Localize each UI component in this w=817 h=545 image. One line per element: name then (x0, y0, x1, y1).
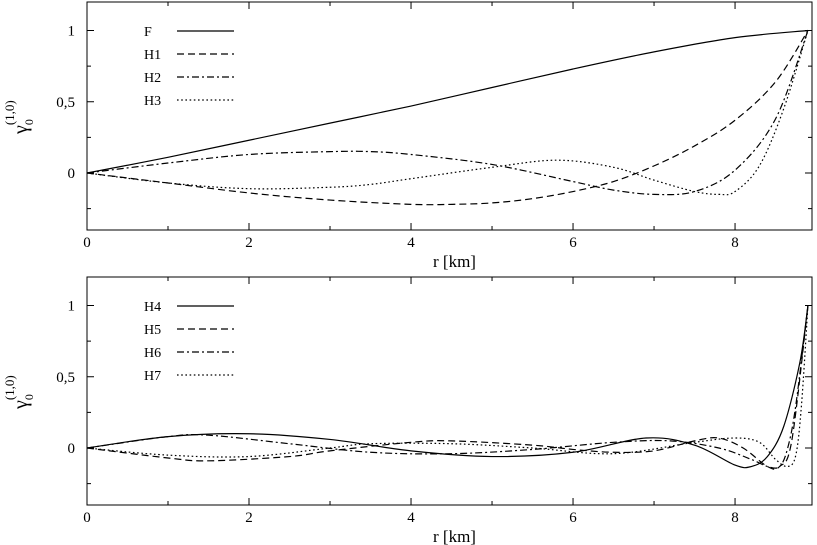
x-axis-label: r [km] (433, 527, 476, 545)
y-tick-label: 0,5 (56, 95, 75, 111)
legend-label-f: F (144, 25, 152, 40)
x-tick-label: 2 (245, 510, 253, 526)
x-tick-label: 6 (569, 510, 577, 526)
x-tick-label: 6 (569, 235, 577, 251)
series-line-f (86, 29, 809, 174)
x-tick-label: 8 (731, 235, 739, 251)
x-tick-label: 0 (83, 510, 91, 526)
legend-label-h2: H2 (144, 71, 161, 86)
series-line-h4 (86, 305, 809, 469)
y-tick-label: 1 (68, 299, 76, 315)
series-line-h7 (86, 305, 809, 468)
x-tick-label: 2 (245, 235, 253, 251)
series-line-h5 (86, 305, 809, 470)
x-tick-label: 4 (407, 510, 415, 526)
legend-label-h5: H5 (144, 323, 161, 338)
y-tick-label: 0 (68, 441, 76, 457)
legend-label-h6: H6 (144, 346, 161, 361)
y-tick-label: 0,5 (56, 370, 75, 386)
y-tick-label: 1 (68, 24, 76, 40)
legend-label-h4: H4 (144, 300, 161, 315)
top-panel: 0 2 4 6 8 0 0,5 1 r [km] γ0(1,0) F H1 H2 H3 (2, 1, 813, 271)
bottom-panel: 0 2 4 6 8 0 0,5 1 r [km] γ0(1,0) H4 H5 H6 H7 (2, 276, 813, 545)
series-line-h2 (86, 30, 809, 196)
x-tick-label: 8 (731, 510, 739, 526)
y-axis-label: γ0(1,0) (2, 100, 36, 135)
series-line-h6 (86, 305, 809, 469)
series-line-h1 (86, 30, 809, 206)
x-tick-label: 0 (83, 235, 91, 251)
y-axis-label: γ0(1,0) (2, 375, 36, 410)
legend-label-h1: H1 (144, 48, 161, 63)
x-axis-label: r [km] (433, 252, 476, 271)
plot-frame (86, 1, 813, 231)
legend-label-h3: H3 (144, 94, 161, 109)
x-tick-label: 4 (407, 235, 415, 251)
plot-frame (86, 276, 813, 506)
y-tick-label: 0 (68, 166, 76, 182)
legend-label-h7: H7 (144, 369, 161, 384)
series-line-h3 (86, 30, 809, 196)
